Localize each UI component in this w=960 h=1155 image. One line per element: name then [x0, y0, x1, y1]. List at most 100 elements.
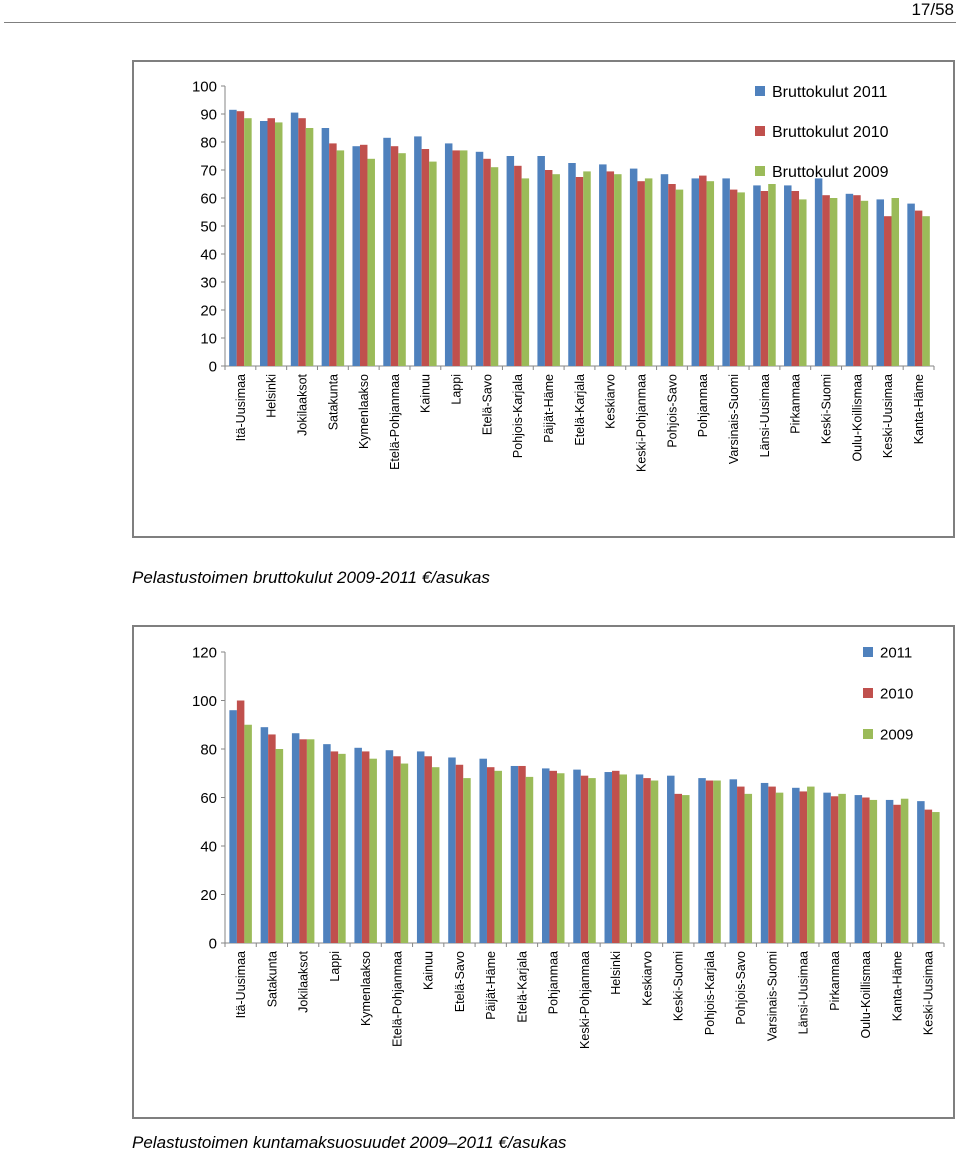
bar-jokilaaksot-2010: [299, 739, 307, 943]
bar-kymenlaakso-bruttokulut-2011: [352, 146, 360, 366]
bar-etelä-karjala-2010: [518, 765, 526, 943]
bar-helsinki-bruttokulut-2010: [267, 118, 275, 366]
x-tick-label: Lappi: [328, 951, 342, 982]
bar-keski-pohjanmaa-2011: [573, 769, 581, 943]
bar-etelä-pohjanmaa-2009: [400, 763, 409, 943]
x-tick-label: Keski-Uusimaa: [922, 951, 936, 1035]
bar-satakunta-2011: [260, 727, 269, 943]
legend-swatch: [755, 166, 765, 176]
bar-keskiarvo-2009: [650, 780, 659, 943]
bar-itä-uusimaa-bruttokulut-2010: [236, 111, 245, 366]
x-tick-label: Etelä-Savo: [480, 374, 494, 435]
chart-caption-bruttokulut: Pelastustoimen bruttokulut 2009-2011 €/a…: [132, 568, 490, 587]
bar-itä-uusimaa-bruttokulut-2009: [244, 118, 252, 366]
bar-kanta-häme-bruttokulut-2010: [914, 210, 923, 366]
bar-pohjois-karjala-2009: [713, 780, 721, 943]
bar-keski-pohjanmaa-bruttokulut-2010: [637, 181, 645, 366]
y-tick-label: 80: [200, 741, 217, 758]
bar-etelä-pohjanmaa-bruttokulut-2009: [398, 153, 406, 366]
chart-bruttokulut-svg: 0 10 20 30 40 50 60 70 80 90 100 Itä-Uusimaa Helsink…: [192, 78, 935, 472]
bar-länsi-uusimaa-2009: [807, 786, 815, 943]
bar-länsi-uusimaa-2010: [799, 791, 808, 943]
bar-keski-suomi-bruttokulut-2010: [822, 195, 830, 366]
x-tick-label: Kymenlaakso: [359, 951, 373, 1026]
bar-pohjanmaa-2010: [549, 770, 557, 943]
bar-keski-pohjanmaa-bruttokulut-2009: [644, 178, 653, 366]
bar-keski-suomi-2010: [674, 793, 683, 943]
x-tick-label: Lappi: [450, 374, 464, 405]
bar-lappi-bruttokulut-2010: [452, 150, 460, 366]
x-tick-label: Etelä-Savo: [453, 951, 467, 1012]
x-tick-label: Pohjois-Karjala: [511, 374, 525, 458]
x-tick-label: Pohjois-Savo: [734, 951, 748, 1025]
chart-kuntamaksuosuudet: 0 20 40 60 80 100 120 Itä-Uusimaa Satakunta Jokil…: [132, 625, 955, 1119]
y-tick-label: 20: [200, 302, 217, 319]
bar-kanta-häme-bruttokulut-2009: [922, 216, 930, 366]
bar-lappi-2010: [330, 751, 339, 943]
x-tick-label: Keskiarvo: [640, 951, 654, 1006]
x-tick-label: Keski-Pohjanmaa: [635, 374, 649, 472]
bar-keskiarvo-2010: [643, 778, 651, 943]
bar-pohjois-karjala-2011: [698, 778, 706, 943]
x-tick-label: Länsi-Uusimaa: [758, 374, 772, 457]
bar-lappi-2009: [338, 753, 346, 943]
bar-kainuu-bruttokulut-2010: [421, 149, 430, 366]
legend-label: 2011: [880, 644, 912, 661]
x-tick-label: Jokilaaksot: [295, 373, 309, 435]
x-tick-label: Satakunta: [326, 374, 340, 430]
y-tick-label: 40: [200, 246, 217, 263]
x-tick-label: Jokilaaksot: [297, 950, 311, 1012]
x-tick-label: Kainuu: [419, 374, 433, 413]
bar-keskiarvo-2011: [635, 774, 644, 943]
page-number: 17/58: [911, 0, 954, 19]
x-tick-label: Keski-Suomi: [819, 374, 833, 444]
x-tick-label: Keskiarvo: [604, 374, 618, 429]
bar-pohjanmaa-2009: [556, 773, 565, 943]
y-tick-label: 120: [192, 644, 217, 661]
x-tick-label: Kanta-Häme: [912, 374, 926, 444]
bar-jokilaaksot-2011: [291, 733, 300, 943]
bar-etelä-savo-2011: [448, 757, 456, 943]
bar-päijät-häme-bruttokulut-2011: [537, 156, 545, 366]
x-tick-label: Kainuu: [422, 951, 436, 990]
bar-itä-uusimaa-2009: [244, 724, 252, 943]
x-tick-label: Pohjois-Savo: [665, 374, 679, 448]
bar-etelä-karjala-bruttokulut-2010: [575, 177, 584, 366]
bar-keski-uusimaa-2010: [924, 809, 933, 943]
bar-varsinais-suomi-2011: [760, 782, 769, 943]
legend-swatch: [755, 86, 765, 96]
bar-jokilaaksot-2009: [306, 739, 315, 943]
bar-itä-uusimaa-bruttokulut-2011: [229, 109, 237, 367]
bar-länsi-uusimaa-bruttokulut-2010: [760, 191, 769, 366]
bar-keski-pohjanmaa-2010: [580, 775, 589, 943]
bar-jokilaaksot-bruttokulut-2010: [298, 118, 306, 366]
bar-kainuu-2010: [424, 756, 432, 943]
x-tick-label: Pohjanmaa: [547, 951, 561, 1014]
chart-caption-kuntamaksuosuudet: Pelastustoimen kuntamaksuosuudet 2009–20…: [132, 1133, 567, 1152]
x-tick-label: Länsi-Uusimaa: [797, 951, 811, 1034]
bar-helsinki-2010: [612, 770, 620, 943]
y-tick-label: 0: [209, 358, 217, 375]
bar-itä-uusimaa-2011: [229, 710, 237, 943]
bar-helsinki-bruttokulut-2009: [274, 122, 283, 367]
bar-etelä-karjala-2011: [510, 765, 519, 943]
bar-lappi-2011: [323, 744, 331, 943]
bar-kainuu-bruttokulut-2011: [414, 136, 422, 366]
legend-swatch: [755, 126, 765, 136]
bar-lappi-bruttokulut-2009: [459, 150, 468, 366]
bar-pohjois-savo-bruttokulut-2011: [660, 174, 669, 366]
bar-itä-uusimaa-2010: [236, 700, 245, 943]
bar-pohjanmaa-bruttokulut-2009: [706, 181, 715, 366]
x-tick-label: Helsinki: [609, 951, 623, 995]
bar-päijät-häme-bruttokulut-2010: [544, 170, 553, 366]
bar-oulu-koillismaa-2010: [862, 797, 870, 943]
legend-label: 2009: [880, 726, 913, 743]
bar-etelä-savo-bruttokulut-2011: [475, 151, 484, 366]
x-tick-label: Pohjanmaa: [696, 374, 710, 437]
bar-pohjois-savo-2009: [744, 793, 753, 943]
bar-etelä-savo-2009: [463, 778, 471, 943]
bar-etelä-savo-bruttokulut-2009: [490, 167, 499, 366]
bar-etelä-pohjanmaa-bruttokulut-2010: [390, 146, 399, 366]
bar-pirkanmaa-bruttokulut-2009: [799, 199, 807, 366]
bar-varsinais-suomi-bruttokulut-2010: [729, 189, 738, 366]
